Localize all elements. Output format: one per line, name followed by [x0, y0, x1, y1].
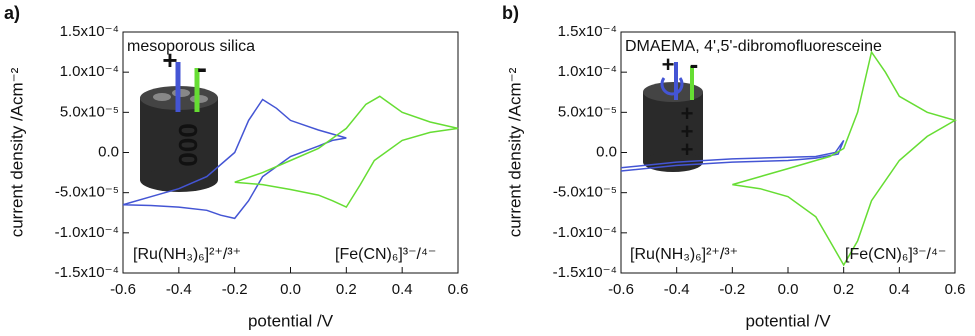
- x-tick-label: 0.0: [778, 281, 799, 298]
- x-tick-label: 0.2: [833, 281, 854, 298]
- x-axis-title: potential /V: [745, 311, 831, 330]
- x-axis-title: potential /V: [248, 311, 334, 330]
- cv-curve: [732, 50, 957, 267]
- x-tick-label: -0.6: [608, 281, 634, 298]
- y-tick-label: -1.5x10⁻⁴: [553, 264, 617, 281]
- icon-label: +: [681, 119, 694, 144]
- x-tick-label: -0.4: [166, 281, 192, 298]
- y-tick-label: 5.0x10⁻⁵: [558, 103, 617, 120]
- y-tick-label: 1.0x10⁻⁴: [60, 63, 119, 80]
- x-tick-label: -0.4: [664, 281, 690, 298]
- x-tick-label: -0.6: [110, 281, 136, 298]
- y-tick-label: 0.0: [596, 143, 617, 160]
- y-tick-label: 0.0: [98, 143, 119, 160]
- x-tick-label: 0.6: [448, 281, 469, 298]
- x-tick-label: 0.4: [889, 281, 910, 298]
- icon-label: +: [681, 101, 694, 126]
- icon-label: +: [681, 137, 694, 162]
- icon-label: +: [662, 52, 675, 77]
- y-tick-label: -1.0x10⁻⁴: [553, 224, 617, 241]
- series-label: [Fe(CN)₆]³⁻/⁴⁻: [845, 246, 946, 263]
- cv-curve: [234, 95, 459, 209]
- x-tick-label: -0.2: [719, 281, 745, 298]
- cv-curve: [620, 139, 845, 172]
- x-tick-label: 0.0: [280, 281, 301, 298]
- pore-icon: [140, 62, 218, 192]
- series-label: [Ru(NH₃)₆]²⁺/³⁺: [630, 246, 738, 263]
- panel-label: a): [4, 3, 20, 23]
- y-tick-label: -1.5x10⁻⁴: [55, 264, 119, 281]
- y-tick-label: -1.0x10⁻⁴: [55, 224, 119, 241]
- annotation: mesoporous silica: [127, 38, 255, 55]
- y-tick-label: 1.0x10⁻⁴: [558, 63, 617, 80]
- series-label: [Fe(CN)₆]³⁻/⁴⁻: [335, 246, 436, 263]
- x-tick-label: 0.2: [336, 281, 357, 298]
- y-axis-title: current density /Acm⁻²: [7, 67, 26, 237]
- y-tick-label: -5.0x10⁻⁵: [553, 184, 617, 201]
- icon-label: 000: [173, 123, 203, 166]
- x-tick-label: 0.4: [392, 281, 413, 298]
- icon-label: -: [197, 52, 207, 85]
- y-axis-title: current density /Acm⁻²: [505, 67, 524, 237]
- x-tick-label: -0.2: [222, 281, 248, 298]
- y-tick-label: -5.0x10⁻⁵: [55, 184, 119, 201]
- y-tick-label: 1.5x10⁻⁴: [60, 23, 119, 40]
- icon-label: -: [690, 49, 699, 79]
- y-tick-label: 1.5x10⁻⁴: [558, 23, 617, 40]
- y-tick-label: 5.0x10⁻⁵: [60, 103, 119, 120]
- cv-curve: [122, 98, 347, 220]
- icon-label: +: [162, 45, 177, 75]
- series-label: [Ru(NH₃)₆]²⁺/³⁺: [133, 246, 241, 263]
- x-tick-label: 0.6: [945, 281, 966, 298]
- panel-label: b): [502, 3, 519, 23]
- annotation: DMAEMA, 4',5'-dibromofluoresceine: [625, 38, 882, 55]
